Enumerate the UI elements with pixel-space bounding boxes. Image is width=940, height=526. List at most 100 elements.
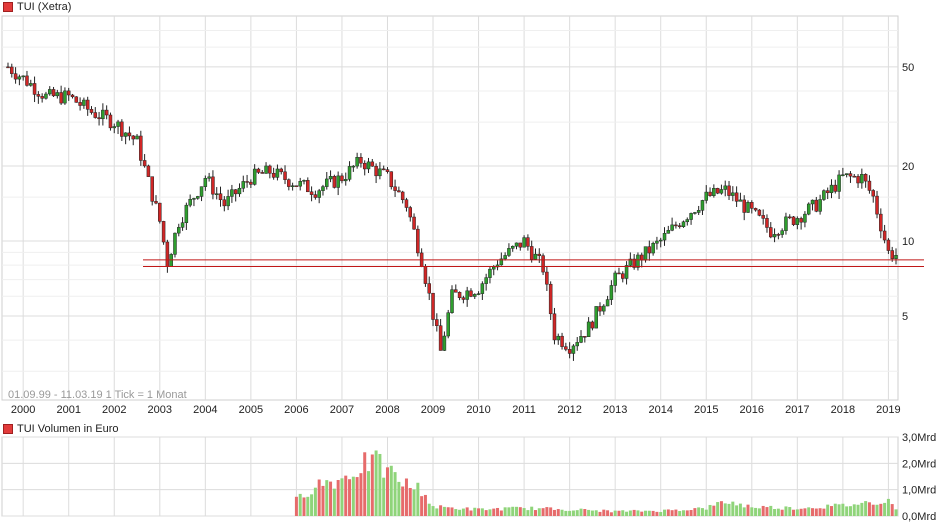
candle-body (423, 266, 428, 284)
volume-bar (731, 501, 735, 516)
candle-body (97, 117, 101, 120)
volume-bar (325, 480, 329, 516)
candle-body (279, 168, 283, 173)
price-grid (1, 15, 899, 401)
candle-body (44, 93, 48, 99)
axes: 2000 2001 2002 2003 2004 2005 2006 2007 2008 2009… (11, 62, 936, 523)
candle-body (161, 221, 166, 243)
volume-bar (598, 511, 602, 516)
candle-body (184, 204, 189, 223)
candle-body (366, 161, 371, 170)
volume-bar (450, 507, 454, 516)
candle-body (290, 185, 295, 187)
volume-bar (541, 508, 545, 516)
candle-body (271, 172, 276, 178)
x-tick-label: 2018 (831, 404, 855, 416)
volume-bar (628, 510, 632, 516)
volume-bar (860, 502, 864, 516)
candle-body (655, 240, 659, 244)
volume-bar (496, 507, 500, 516)
volume-bar (549, 507, 553, 516)
candle-body (590, 321, 595, 329)
candle-body (336, 175, 340, 188)
volume-bar (856, 504, 860, 516)
candle-body (173, 232, 177, 255)
candle-body (154, 201, 158, 204)
price-legend-swatch (3, 2, 13, 12)
price-legend: TUI (Xetra) (3, 1, 71, 13)
volume-bar (492, 508, 496, 516)
volume-bar (602, 509, 606, 516)
x-tick-label: 2009 (421, 404, 445, 416)
candle-body (473, 294, 477, 297)
volume-bar (298, 493, 302, 516)
candle-body (499, 258, 504, 266)
volume-bar (761, 505, 765, 516)
volume-bar (792, 509, 796, 516)
candle-body (317, 190, 321, 198)
x-tick-label: 2019 (876, 404, 900, 416)
candle-body (856, 176, 860, 184)
candle-body (803, 213, 807, 223)
volume-bar (814, 508, 818, 516)
candle-body (112, 126, 117, 129)
candle-body (150, 176, 154, 202)
volume-bar (890, 504, 894, 516)
candle-body (863, 174, 868, 182)
candle-body (609, 285, 614, 300)
volume-bar (317, 479, 321, 516)
candle-body (719, 189, 724, 194)
volume-bar (833, 503, 837, 516)
candle-body (780, 230, 784, 235)
candle-body (879, 213, 883, 232)
candle-body (556, 335, 561, 341)
candle-body (787, 216, 792, 219)
candle-body (894, 255, 898, 259)
volume-bar (883, 502, 887, 516)
volume-bar (556, 509, 560, 516)
candle-body (658, 239, 663, 242)
volume-bar (526, 510, 530, 516)
candle-body (17, 76, 22, 80)
candle-body (491, 266, 496, 270)
volume-bar (841, 503, 845, 516)
volume-bar (590, 510, 594, 516)
volume-bar (370, 454, 374, 516)
volume-bar (735, 505, 739, 516)
candle-body (188, 198, 192, 206)
candle-body (670, 224, 674, 231)
candle-body (776, 234, 781, 236)
volume-bar (773, 509, 777, 516)
volume-bar (374, 450, 378, 516)
volume-bar (765, 507, 769, 516)
volume-bar (458, 509, 462, 516)
volume-bar (609, 512, 613, 516)
candle-body (810, 199, 815, 205)
candle-body (822, 190, 826, 200)
candle-body (309, 191, 314, 195)
volume-bar (439, 505, 443, 516)
volume-bar (351, 476, 355, 516)
candle-body (294, 185, 299, 187)
volume-bar (716, 502, 720, 516)
candle-body (636, 254, 640, 268)
candle-body (674, 224, 678, 227)
volume-bar (461, 508, 465, 516)
volume-bar (644, 510, 648, 516)
volume-bar (389, 465, 393, 516)
volume-bar (571, 510, 575, 516)
x-tick-label: 2004 (193, 404, 217, 416)
candle-body (135, 135, 139, 140)
volume-bar (511, 506, 515, 516)
volume-bar (799, 508, 803, 516)
candle-body (841, 174, 845, 176)
candle-body (104, 109, 109, 116)
range-info: 01.09.99 - 11.03.19 1 Tick = 1 Monat (8, 389, 187, 401)
candle-body (21, 75, 25, 78)
candle-body (362, 162, 367, 170)
volume-bar (719, 501, 723, 516)
candle-body (116, 121, 120, 127)
volume-bar (640, 511, 644, 516)
candle-body (837, 174, 841, 192)
volume-bar (795, 509, 799, 516)
